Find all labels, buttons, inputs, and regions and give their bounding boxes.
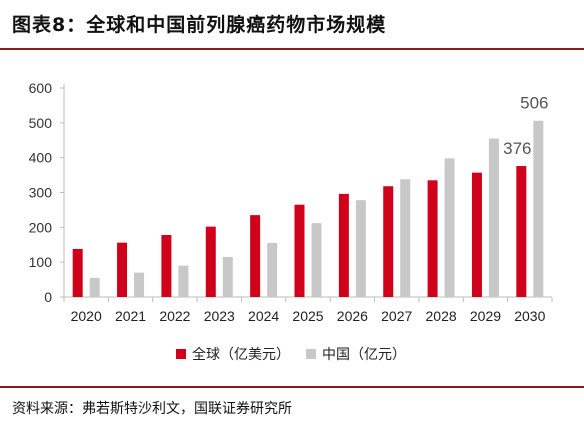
source-note: 资料来源：弗若斯特沙利文，国联证券研究所 <box>12 401 292 417</box>
bar-china <box>355 200 366 297</box>
bar-china <box>178 265 189 297</box>
x-tick-label: 2027 <box>381 308 412 324</box>
x-tick-label: 2030 <box>514 308 545 324</box>
y-tick-label: 500 <box>29 115 53 131</box>
bar-global <box>72 248 83 297</box>
bar-global <box>294 204 305 297</box>
x-tick-label: 2021 <box>115 308 146 324</box>
x-tick-label: 2023 <box>204 308 235 324</box>
bar-global <box>117 242 128 297</box>
legend-label: 中国（亿元） <box>322 347 406 363</box>
data-label: 376 <box>503 139 531 158</box>
y-tick-label: 0 <box>44 289 52 305</box>
x-tick-label: 2020 <box>71 308 102 324</box>
figure-title: 图表8：全球和中国前列腺癌药物市场规模 <box>12 14 387 36</box>
x-tick-label: 2029 <box>470 308 501 324</box>
bar-china <box>222 256 233 297</box>
bar-china <box>267 243 278 297</box>
bar-global <box>383 186 394 297</box>
x-tick-label: 2026 <box>337 308 368 324</box>
bar-global <box>427 180 438 297</box>
bar-china <box>488 138 499 297</box>
bar-global <box>205 226 216 297</box>
legend-swatch <box>176 349 186 359</box>
y-tick-label: 100 <box>29 254 53 270</box>
bar-china <box>89 277 100 297</box>
y-tick-label: 200 <box>29 219 53 235</box>
y-tick-label: 300 <box>29 185 53 201</box>
bar-china <box>444 158 455 297</box>
bar-china <box>400 179 411 297</box>
bar-china <box>533 120 544 297</box>
y-tick-label: 400 <box>29 150 53 166</box>
x-tick-label: 2028 <box>426 308 457 324</box>
bar-china <box>134 272 145 297</box>
bar-global <box>338 193 349 297</box>
x-tick-label: 2022 <box>159 308 190 324</box>
x-tick-label: 2025 <box>292 308 323 324</box>
source-rule <box>0 386 584 388</box>
bar-global <box>516 166 527 297</box>
y-tick-label: 600 <box>29 80 53 96</box>
bar-global <box>161 234 172 297</box>
title-rule <box>0 48 584 50</box>
legend-label: 全球（亿美元） <box>192 346 290 363</box>
legend-swatch <box>306 349 316 359</box>
bar-global <box>250 215 261 297</box>
bar-global <box>471 172 482 297</box>
x-tick-label: 2024 <box>248 308 279 324</box>
bar-china <box>311 223 322 297</box>
data-label: 506 <box>520 94 548 113</box>
